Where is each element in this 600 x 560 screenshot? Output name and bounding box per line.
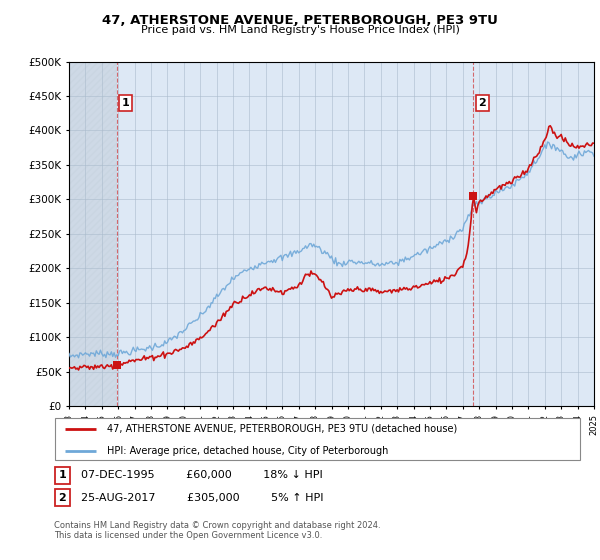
- FancyBboxPatch shape: [55, 467, 70, 484]
- FancyBboxPatch shape: [55, 489, 70, 506]
- Text: Price paid vs. HM Land Registry's House Price Index (HPI): Price paid vs. HM Land Registry's House …: [140, 25, 460, 35]
- Polygon shape: [69, 62, 117, 406]
- Text: HPI: Average price, detached house, City of Peterborough: HPI: Average price, detached house, City…: [107, 446, 388, 455]
- Text: 1: 1: [122, 98, 130, 108]
- FancyBboxPatch shape: [55, 418, 580, 460]
- Text: 47, ATHERSTONE AVENUE, PETERBOROUGH, PE3 9TU: 47, ATHERSTONE AVENUE, PETERBOROUGH, PE3…: [102, 14, 498, 27]
- Text: 2: 2: [478, 98, 486, 108]
- Text: Contains HM Land Registry data © Crown copyright and database right 2024.
This d: Contains HM Land Registry data © Crown c…: [54, 521, 380, 540]
- Text: 1: 1: [59, 470, 66, 480]
- Text: 07-DEC-1995         £60,000         18% ↓ HPI: 07-DEC-1995 £60,000 18% ↓ HPI: [81, 470, 323, 480]
- Text: 2: 2: [59, 493, 66, 503]
- Text: 47, ATHERSTONE AVENUE, PETERBOROUGH, PE3 9TU (detached house): 47, ATHERSTONE AVENUE, PETERBOROUGH, PE3…: [107, 424, 457, 434]
- Text: 25-AUG-2017         £305,000         5% ↑ HPI: 25-AUG-2017 £305,000 5% ↑ HPI: [81, 493, 323, 503]
